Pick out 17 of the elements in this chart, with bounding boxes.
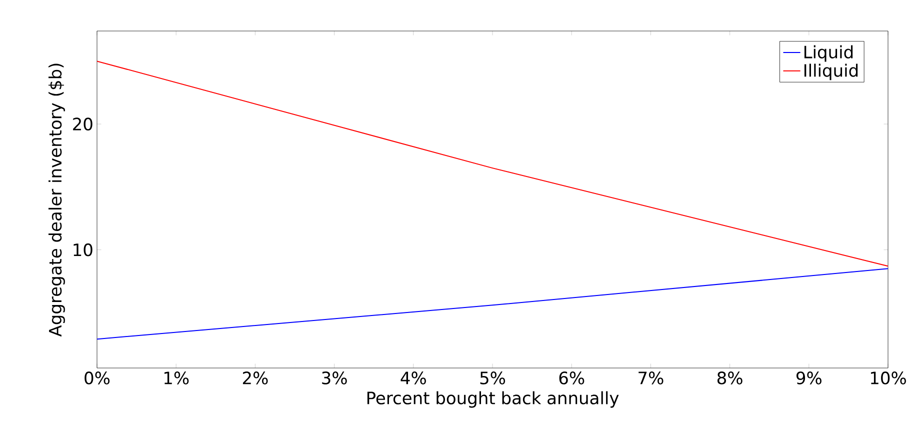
x-tick-label: 7% bbox=[638, 372, 664, 384]
y-tick-label: 20 bbox=[73, 118, 92, 130]
x-tick-label: 5% bbox=[480, 372, 506, 384]
legend-label: Illiquid bbox=[804, 64, 858, 80]
y-tick-label: 10 bbox=[74, 243, 92, 256]
legend-label: Liquid bbox=[804, 45, 853, 62]
x-axis-title: Percent bought back annually bbox=[367, 391, 619, 408]
y-axis-title: Aggregate dealer inventory ($b) bbox=[48, 64, 65, 337]
x-tick-label: 6% bbox=[559, 372, 584, 384]
x-tick-label: 8% bbox=[717, 372, 742, 384]
x-tick-label: 2% bbox=[242, 372, 268, 384]
x-tick-label: 3% bbox=[322, 372, 347, 384]
x-tick-label: 9% bbox=[796, 372, 822, 384]
x-tick-label: 10% bbox=[870, 372, 906, 384]
x-tick-label: 1% bbox=[164, 372, 189, 384]
x-tick-label: 0% bbox=[84, 372, 110, 384]
x-tick-label: 4% bbox=[400, 372, 426, 384]
